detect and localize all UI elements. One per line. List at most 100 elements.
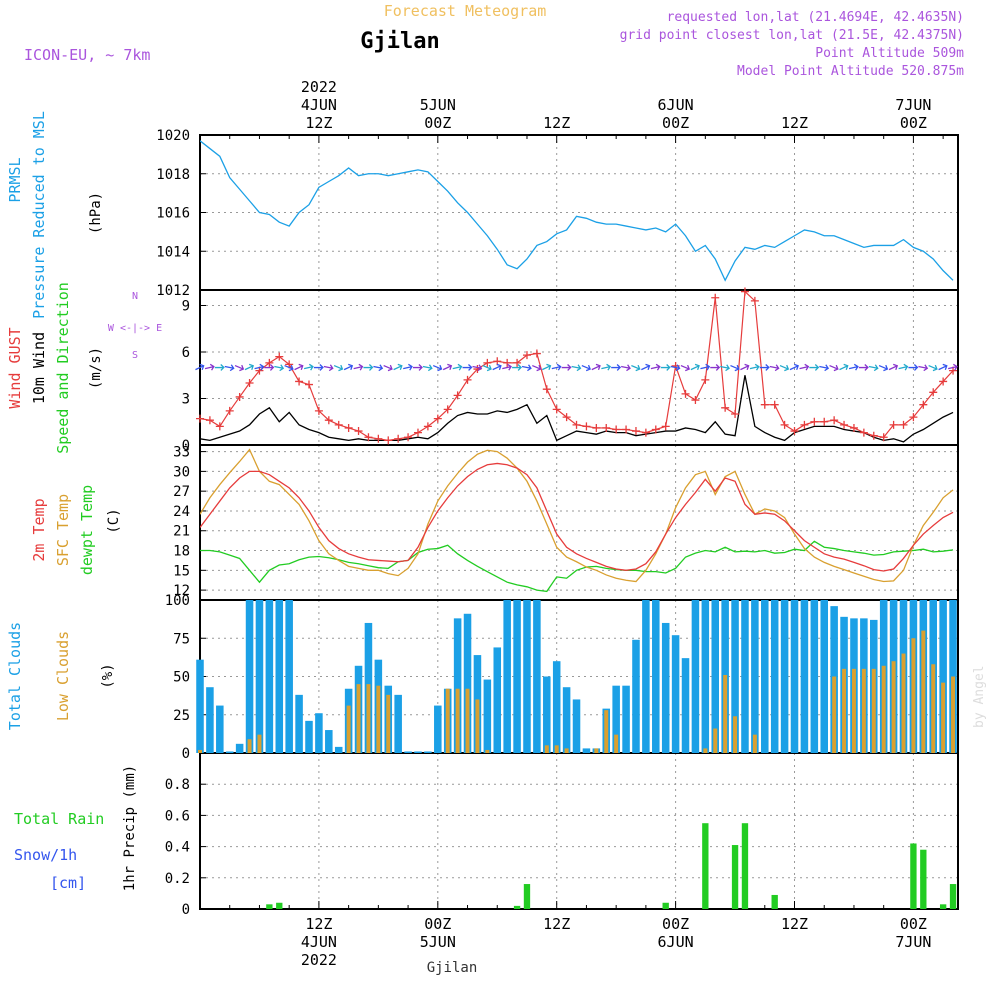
wind-direction-arrow: [680, 364, 691, 372]
rain-bar: [523, 884, 531, 909]
gust-marker: [681, 389, 690, 398]
wind-direction-arrow: [412, 364, 423, 371]
gust-marker: [929, 388, 938, 397]
low-cloud-bar: [861, 668, 866, 753]
total-cloud-bar: [691, 600, 700, 753]
total-cloud-bar: [453, 618, 462, 753]
low-cloud-bar: [752, 734, 757, 753]
wind-direction-arrow: [621, 364, 631, 372]
arrow-icon: [938, 363, 948, 371]
low-cloud-bar: [911, 638, 916, 753]
arrow-icon: [313, 364, 324, 371]
arrow-icon: [779, 364, 790, 372]
precip-label-snow: Snow/1h: [14, 846, 77, 864]
clouds-unit: (%): [100, 663, 116, 688]
y-tick-label: 18: [173, 544, 190, 560]
arrow-icon: [224, 364, 235, 372]
arrow-icon: [343, 363, 354, 371]
wind-direction-arrow: [641, 363, 651, 371]
gust-marker: [919, 400, 928, 409]
arrow-icon: [928, 364, 938, 372]
y-tick-label: 1014: [156, 244, 190, 260]
gust-marker: [374, 434, 383, 443]
wind-direction-arrow: [343, 363, 354, 371]
arrow-icon: [195, 363, 205, 371]
arrow-icon: [571, 364, 582, 372]
gust-marker: [275, 352, 284, 361]
arrow-icon: [908, 364, 919, 371]
page-title: Gjilan: [360, 29, 439, 54]
temp-label-sfc: SFC Temp: [54, 494, 72, 566]
wind-direction-arrow: [353, 363, 364, 371]
total-cloud-bar: [711, 600, 720, 753]
gust-marker: [740, 287, 749, 296]
arrow-icon: [284, 364, 294, 372]
gust-marker: [780, 420, 789, 429]
total-cloud-bar: [334, 746, 343, 753]
wind-direction-arrow: [769, 364, 780, 372]
arrow-icon: [561, 364, 572, 371]
total-cloud-bar: [216, 705, 224, 753]
y-tick-label: 15: [173, 563, 190, 579]
gust-marker: [830, 416, 839, 425]
arrow-icon: [521, 364, 532, 372]
rain-bar: [702, 823, 709, 909]
total-cloud-bar: [562, 687, 571, 753]
wind-direction-arrow: [244, 363, 255, 371]
gust-marker: [909, 413, 918, 422]
low-cloud-bar: [723, 674, 728, 753]
clouds-panel: 0 25 50 75 100: [165, 593, 959, 762]
wind-direction-arrow: [819, 364, 830, 372]
gust-marker: [483, 358, 492, 367]
wind-panel: 0 3 6 9: [182, 289, 959, 454]
total-cloud-bar: [543, 676, 551, 753]
wind-direction-arrow: [204, 363, 215, 371]
rain-bar: [741, 823, 749, 909]
wind-direction-arrow: [442, 363, 453, 371]
temp-2m-line: [200, 462, 954, 572]
wind-direction-arrow: [581, 364, 591, 372]
gust-marker: [820, 417, 829, 426]
total-cloud-bar: [642, 600, 650, 753]
arrow-icon: [809, 364, 820, 371]
total-cloud-bar: [434, 705, 442, 753]
gust-marker: [770, 400, 779, 409]
total-cloud-bar: [552, 661, 561, 753]
arrow-icon: [730, 364, 740, 372]
arrow-icon: [740, 363, 750, 371]
gust-marker: [879, 433, 888, 442]
arrow-icon: [472, 364, 483, 372]
gust-marker: [304, 380, 313, 389]
compass-north: N: [132, 291, 138, 302]
y-tick-label: 3: [182, 392, 190, 408]
wind-direction-arrow: [403, 363, 413, 371]
wind-unit: (m/s): [88, 347, 104, 389]
arrow-icon: [799, 363, 810, 371]
wind-direction-arrow: [948, 363, 958, 371]
arrow-icon: [878, 364, 889, 372]
low-cloud-bar: [564, 748, 569, 753]
rain-bar: [771, 894, 778, 909]
wind-direction-arrow: [710, 364, 721, 371]
total-cloud-bar: [404, 751, 412, 753]
wind-label-dir: Speed and Direction: [54, 282, 72, 454]
gust-marker: [364, 433, 373, 442]
wind-direction-arrow: [848, 363, 859, 371]
y-tick-label: 9: [182, 299, 190, 315]
rain-bar: [910, 843, 917, 909]
total-cloud-bar: [523, 600, 531, 753]
low-cloud-bar: [475, 699, 480, 753]
total-cloud-bar: [483, 679, 492, 753]
total-cloud-bar: [652, 600, 660, 753]
gust-marker: [889, 420, 898, 429]
gust-marker: [731, 410, 740, 418]
temp-unit: (C): [106, 508, 122, 533]
temperature-panel: 12 15 18 21 24 27 30 33: [173, 444, 959, 601]
info-line-3: Point Altitude 509m: [815, 46, 964, 61]
gust-marker: [810, 417, 819, 426]
total-cloud-bar: [751, 600, 759, 753]
wind-direction-arrow: [730, 364, 740, 372]
wind-direction-arrow: [224, 364, 235, 372]
gust-marker: [939, 377, 948, 386]
